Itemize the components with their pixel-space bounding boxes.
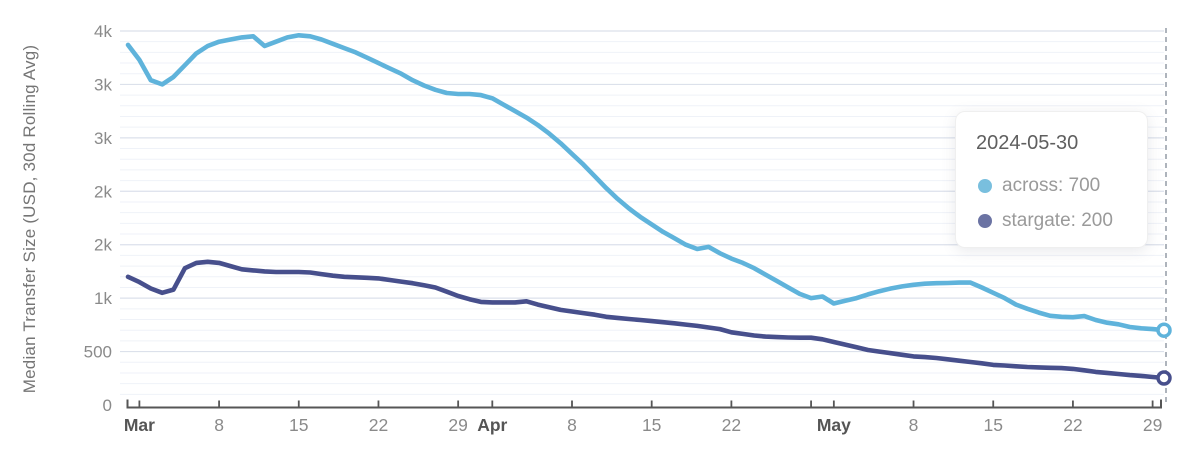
tooltip-date: 2024-05-30 (976, 132, 1079, 154)
x-tick-label: 22 (722, 415, 741, 435)
x-month-label: Apr (477, 415, 507, 435)
tooltip-row-across: across: 700 (976, 168, 1147, 203)
x-tick-label: 8 (214, 415, 224, 435)
major-gridlines (120, 30, 1164, 353)
x-tick-label: 22 (1063, 415, 1082, 435)
y-tick-label: 2k (94, 236, 112, 255)
x-tick-label: 22 (369, 415, 388, 435)
y-tick-label: 4k (94, 22, 112, 41)
x-tick-label: 15 (983, 415, 1002, 435)
y-tick-label: 0 (103, 396, 112, 415)
stargate-series-dot-icon (978, 213, 992, 228)
chart-tooltip: 2024-05-30 across: 700 stargate: 200 (955, 111, 1148, 248)
y-tick-label: 1k (94, 289, 112, 308)
y-tick-label: 3k (94, 75, 112, 94)
stargate-series-line[interactable] (125, 259, 1167, 381)
y-axis-title: Median Transfer Size (USD, 30d Rolling A… (20, 44, 39, 394)
across-series-line[interactable] (125, 32, 1167, 333)
y-tick-label: 2k (94, 182, 112, 201)
x-tick-label: 8 (909, 415, 919, 435)
x-tick-label: 8 (567, 415, 577, 435)
y-axis-labels: 0 500 1k 2k 2k 3k 3k 4k (84, 22, 113, 415)
x-axis: Mar 8 15 22 29 Apr 8 15 22 May 8 15 22 29 (124, 399, 1162, 435)
x-month-label: May (817, 415, 851, 435)
tooltip-row-across-label: across: 700 (1002, 174, 1101, 196)
x-tick-label: 29 (1143, 415, 1162, 435)
x-tick-label: 29 (448, 415, 467, 435)
y-tick-label: 500 (84, 343, 112, 362)
x-month-label: Mar (124, 415, 155, 435)
tooltip-row-stargate: stargate: 200 (976, 203, 1147, 238)
x-tick-label: 15 (642, 415, 661, 435)
across-end-marker (1156, 322, 1172, 338)
tooltip-row-stargate-label: stargate: 200 (1002, 209, 1113, 231)
stargate-end-marker (1156, 370, 1172, 386)
x-tick-label: 15 (289, 415, 308, 435)
y-tick-label: 3k (94, 129, 112, 148)
across-series-dot-icon (978, 178, 992, 193)
